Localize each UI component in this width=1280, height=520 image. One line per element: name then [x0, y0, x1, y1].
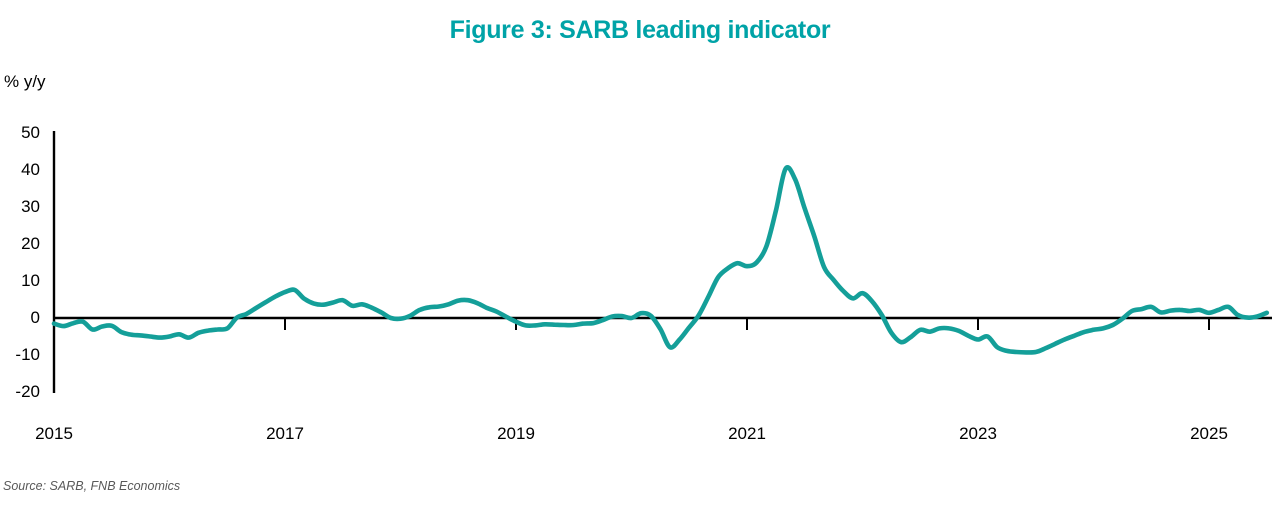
- chart-title: Figure 3: SARB leading indicator: [449, 16, 831, 44]
- y-axis-unit-label: % y/y: [4, 72, 46, 91]
- y-tick-label: 50: [21, 123, 40, 142]
- y-tick-label: -20: [15, 382, 40, 401]
- y-tick-label: 30: [21, 197, 40, 216]
- source-note: Source: SARB, FNB Economics: [3, 479, 181, 493]
- series-line-layer: [51, 165, 1270, 355]
- axes-layer: [52, 131, 1272, 393]
- x-tick-label: 2021: [728, 424, 766, 443]
- x-tick-label: 2017: [266, 424, 304, 443]
- x-tick-label: 2025: [1190, 424, 1228, 443]
- x-tick-label: 2023: [959, 424, 997, 443]
- y-tick-label: -10: [15, 345, 40, 364]
- x-tick-label: 2015: [35, 424, 73, 443]
- y-tick-label: 10: [21, 271, 40, 290]
- indicator-line: [51, 165, 1270, 355]
- y-tick-label: 0: [30, 308, 40, 327]
- y-tick-label: 40: [21, 160, 40, 179]
- x-tick-label: 2019: [497, 424, 535, 443]
- y-tick-label: 20: [21, 234, 40, 253]
